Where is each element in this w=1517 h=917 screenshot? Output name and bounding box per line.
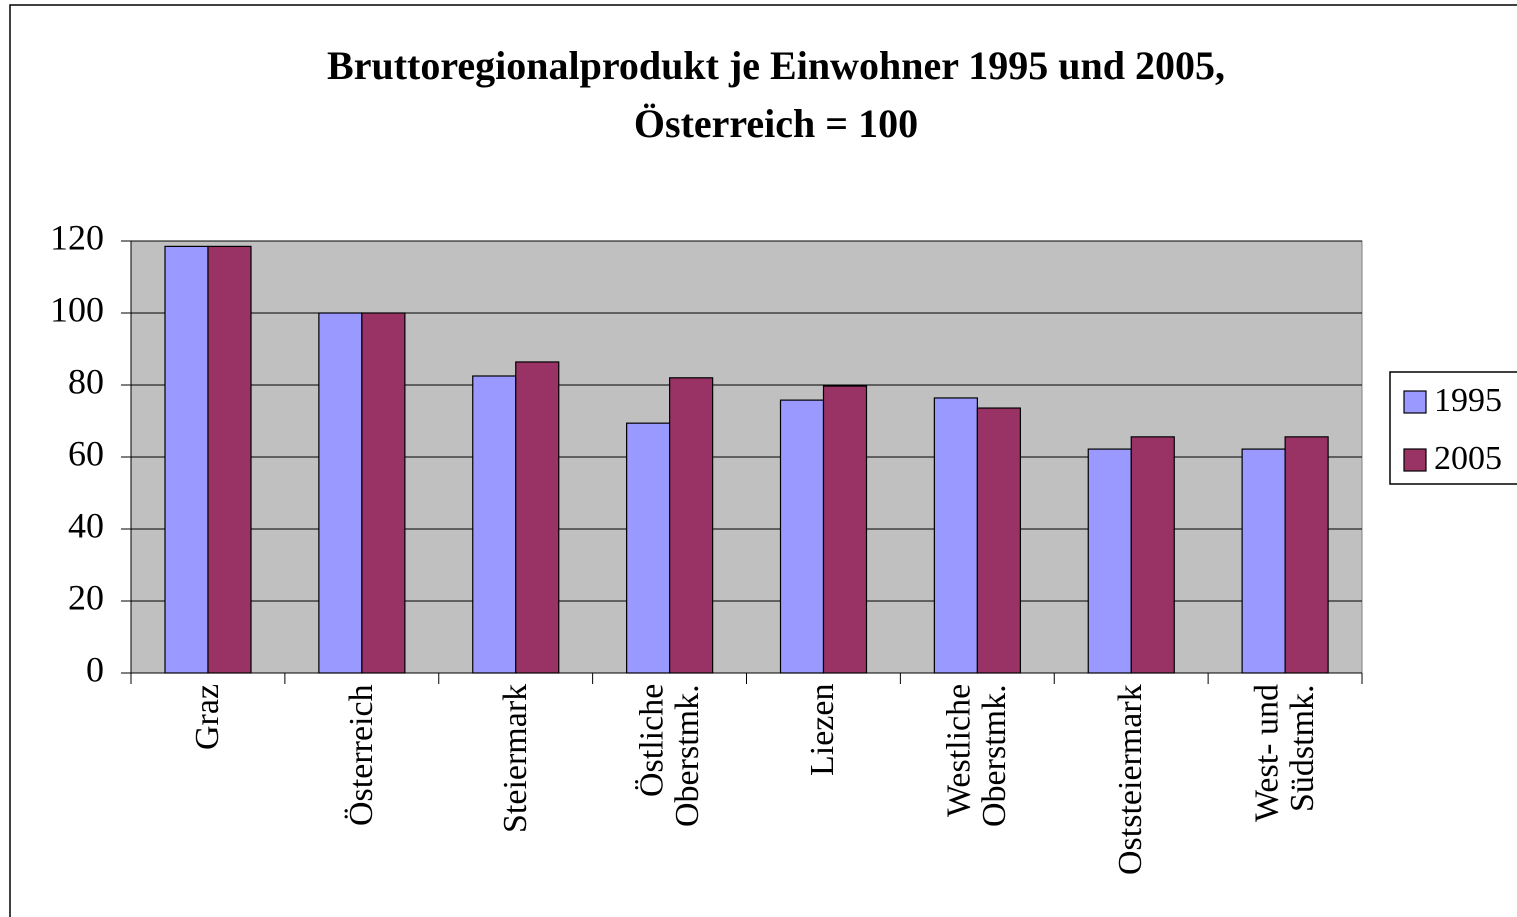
legend-label: 2005 xyxy=(1434,440,1502,477)
y-tick-label: 100 xyxy=(50,289,104,329)
bar xyxy=(779,399,825,674)
bar xyxy=(207,245,252,674)
bar xyxy=(669,377,714,674)
x-tick-label: Westliche Oberstmk. xyxy=(940,684,1014,827)
y-tick-label: 0 xyxy=(86,649,104,689)
bar xyxy=(515,361,560,674)
bar xyxy=(164,245,209,674)
chart-frame xyxy=(9,4,1517,917)
bar xyxy=(361,312,406,674)
bar xyxy=(1087,448,1132,674)
bar xyxy=(472,375,517,674)
chart-subtitle: Österreich = 100 xyxy=(634,101,918,146)
y-tick-label: 20 xyxy=(68,577,104,617)
bar xyxy=(318,312,363,674)
x-tick-label: Liezen xyxy=(804,684,842,777)
bar xyxy=(976,407,1021,674)
bar xyxy=(1130,436,1175,674)
bar xyxy=(1284,436,1329,674)
x-tick-label: Steiermark xyxy=(496,684,534,834)
y-tick-label: 120 xyxy=(50,217,104,257)
y-tick-label: 40 xyxy=(68,505,104,545)
bar xyxy=(933,397,978,674)
y-tick-label: 80 xyxy=(68,361,104,401)
chart-title: Bruttoregionalprodukt je Einwohner 1995 … xyxy=(327,43,1225,88)
legend-label: 1995 xyxy=(1434,382,1502,419)
legend-swatch xyxy=(1403,448,1427,472)
bar xyxy=(1241,448,1286,674)
bar xyxy=(822,385,868,674)
x-tick-label: Österreich xyxy=(342,684,380,826)
legend-swatch xyxy=(1403,390,1427,414)
x-tick-label: Oststeiermark xyxy=(1112,684,1150,875)
x-tick-label: West- und Südstmk. xyxy=(1248,684,1322,822)
bar xyxy=(626,422,671,674)
y-tick-label: 60 xyxy=(68,433,104,473)
x-tick-label: Graz xyxy=(189,684,227,751)
x-tick-label: Östliche Oberstmk. xyxy=(632,684,706,827)
